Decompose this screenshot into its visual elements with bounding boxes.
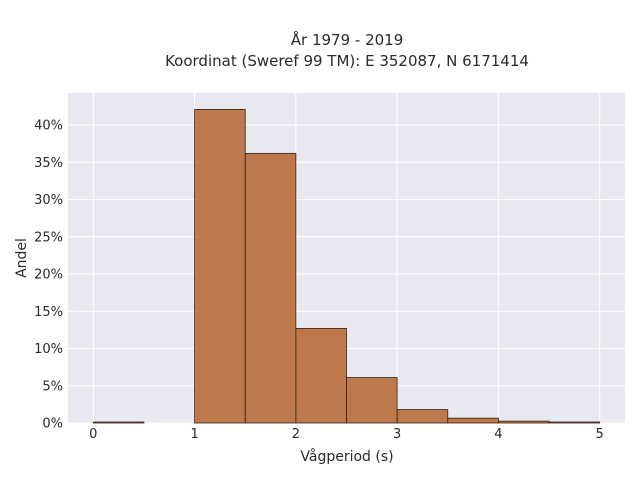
histogram-bar [346,377,398,424]
histogram-bar [498,420,550,424]
x-tick-label: 2 [292,427,300,442]
x-axis-label: Vågperiod (s) [300,448,393,465]
y-tick-label: 40% [34,119,63,134]
x-tick-label: 3 [393,427,401,442]
y-tick-label: 10% [34,342,63,357]
x-tick-label: 5 [596,427,604,442]
chart-title-line1: År 1979 - 2019 [291,30,404,49]
x-tick-label: 1 [190,427,198,442]
bars [92,108,601,424]
y-tick-label: 20% [34,268,63,283]
histogram-bar [396,409,449,424]
y-tick-label: 30% [34,193,63,208]
y-tick-label: 25% [34,230,63,245]
grid [68,93,625,424]
histogram-bar [295,327,347,424]
y-tick-label: 5% [42,379,63,394]
x-tick-label: 0 [89,427,97,442]
y-axis-label: Andel [14,238,30,278]
x-tick-label: 4 [494,427,502,442]
histogram-bar [92,421,145,424]
chart-title-line2: Koordinat (Sweref 99 TM): E 352087, N 61… [165,52,529,70]
histogram-bar [548,421,601,424]
tick-labels: 0 1 2 3 4 5 0% 5% 10% 15% 20% 25% 30% 35% 40% [34,119,604,442]
y-tick-label: 0% [42,417,63,432]
y-tick-label: 35% [34,156,63,171]
histogram-bar [194,108,246,424]
y-tick-label: 15% [34,305,63,320]
histogram-bar [447,417,499,424]
histogram-bar [244,152,297,424]
